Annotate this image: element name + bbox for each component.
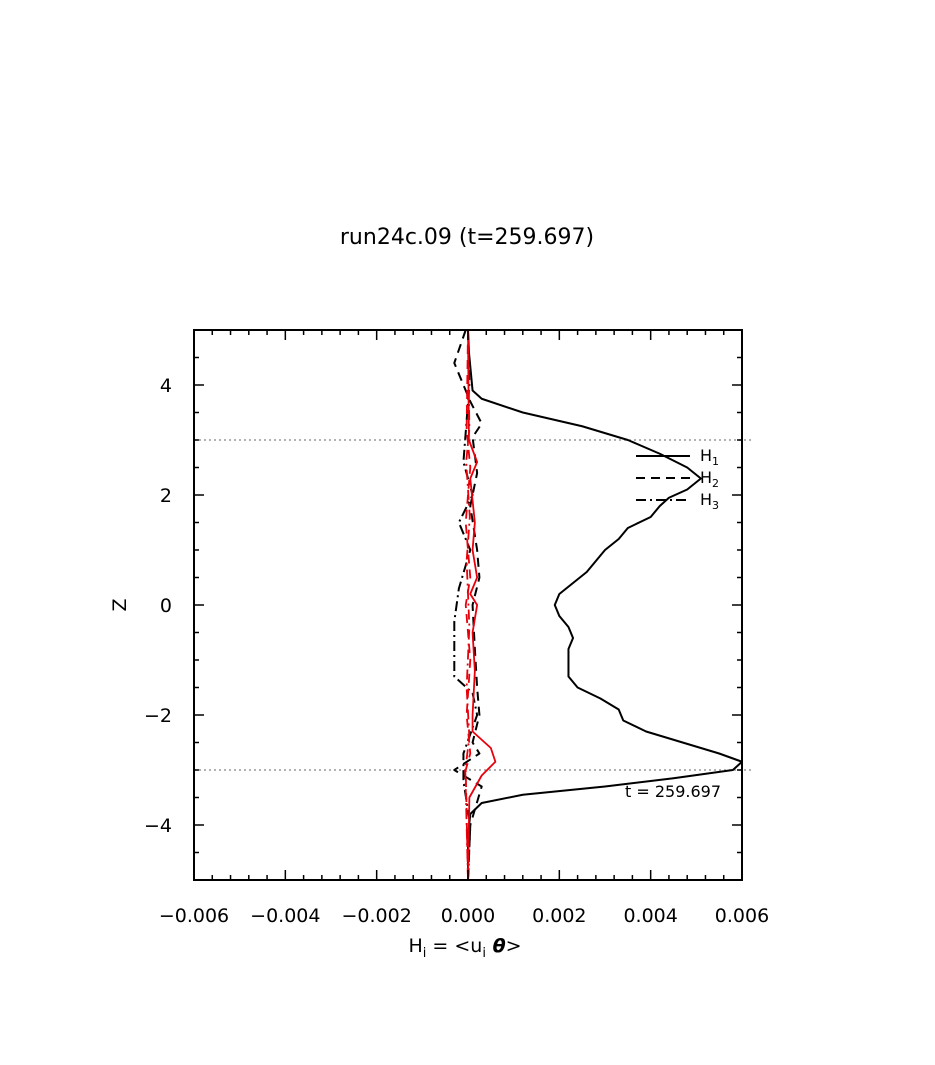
y-tick-label: 4: [160, 375, 172, 397]
x-tick-label: −0.006: [159, 905, 229, 927]
y-tick-label: −2: [144, 705, 172, 727]
y-tick-label: 0: [160, 595, 172, 617]
series-line-0: [467, 329, 743, 880]
legend-label-1: H1: [700, 446, 719, 468]
y-tick-label: 2: [160, 485, 172, 507]
axis-ticks: [193, 329, 743, 881]
chart-title: run24c.09 (t=259.697): [340, 225, 594, 250]
series-line-5: [464, 329, 471, 881]
y-axis-title: Z: [109, 598, 131, 611]
series-line-4: [464, 329, 472, 881]
legend-label-3: H3: [700, 490, 719, 512]
x-tick-label: −0.002: [342, 905, 412, 927]
x-tick-label: −0.004: [250, 905, 320, 927]
series-line-3: [467, 329, 497, 881]
reference-lines: [194, 439, 752, 771]
x-tick-label: 0.000: [441, 905, 495, 927]
series-line-1: [453, 329, 483, 881]
legend-label-2: H2: [700, 468, 719, 490]
series-layer: [453, 329, 743, 881]
x-tick-label: 0.006: [715, 905, 769, 927]
x-axis-title: Hi = <ui θ>: [408, 935, 521, 961]
x-tick-label: 0.004: [623, 905, 677, 927]
y-tick-label: −4: [144, 815, 172, 837]
tick-labels: −0.006 −0.004 −0.002 0.000 0.002 0.004 0.006 −4…: [144, 375, 769, 927]
x-tick-label: 0.002: [532, 905, 586, 927]
time-annotation: t = 259.697: [625, 782, 721, 801]
